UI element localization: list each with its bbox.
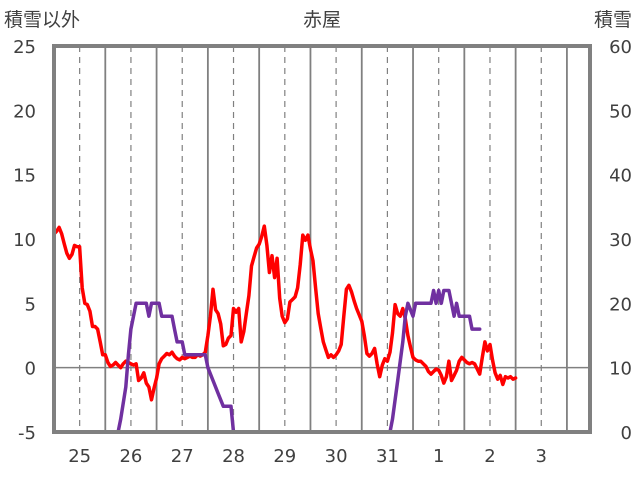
y-left-tick-label: 25 — [13, 37, 36, 58]
y-left-tick-label: 5 — [25, 294, 36, 315]
x-tick-label: 30 — [325, 446, 348, 467]
series-group — [54, 224, 518, 432]
left-axis-label: 積雪以外 — [4, 9, 80, 31]
y-right-tick-label: 40 — [609, 166, 632, 187]
x-tick-label: 28 — [222, 446, 245, 467]
x-tick-label: 25 — [68, 446, 91, 467]
y-left-tick-label: 15 — [13, 166, 36, 187]
y-right-tick-label: 20 — [609, 294, 632, 315]
tick-labels: -5 0 5 10 15 20 25 0 10 20 30 40 50 60 25 26 27 28 29 30 31 1… — [13, 37, 632, 467]
temperature-line — [54, 224, 518, 402]
snow-depth-line — [54, 288, 482, 432]
x-tick-label: 27 — [171, 446, 194, 467]
y-left-tick-label: 10 — [13, 230, 36, 251]
x-tick-label: 31 — [376, 446, 399, 467]
y-right-tick-label: 50 — [609, 101, 632, 122]
x-tick-label: 26 — [119, 446, 142, 467]
grid-lines — [54, 46, 590, 432]
chart-title: 赤屋 — [303, 9, 341, 31]
right-axis-label: 積雪 — [594, 9, 632, 31]
plot-frame — [52, 44, 592, 434]
y-left-tick-label: 0 — [25, 359, 36, 380]
y-right-tick-label: 30 — [609, 230, 632, 251]
x-tick-label: 3 — [536, 446, 547, 467]
y-right-tick-label: 0 — [621, 423, 632, 444]
x-tick-label: 2 — [484, 446, 495, 467]
y-right-tick-label: 60 — [609, 37, 632, 58]
y-right-tick-label: 10 — [609, 359, 632, 380]
y-left-tick-label: -5 — [18, 423, 36, 444]
x-tick-label: 1 — [433, 446, 444, 467]
x-tick-label: 29 — [273, 446, 296, 467]
y-left-tick-label: 20 — [13, 101, 36, 122]
